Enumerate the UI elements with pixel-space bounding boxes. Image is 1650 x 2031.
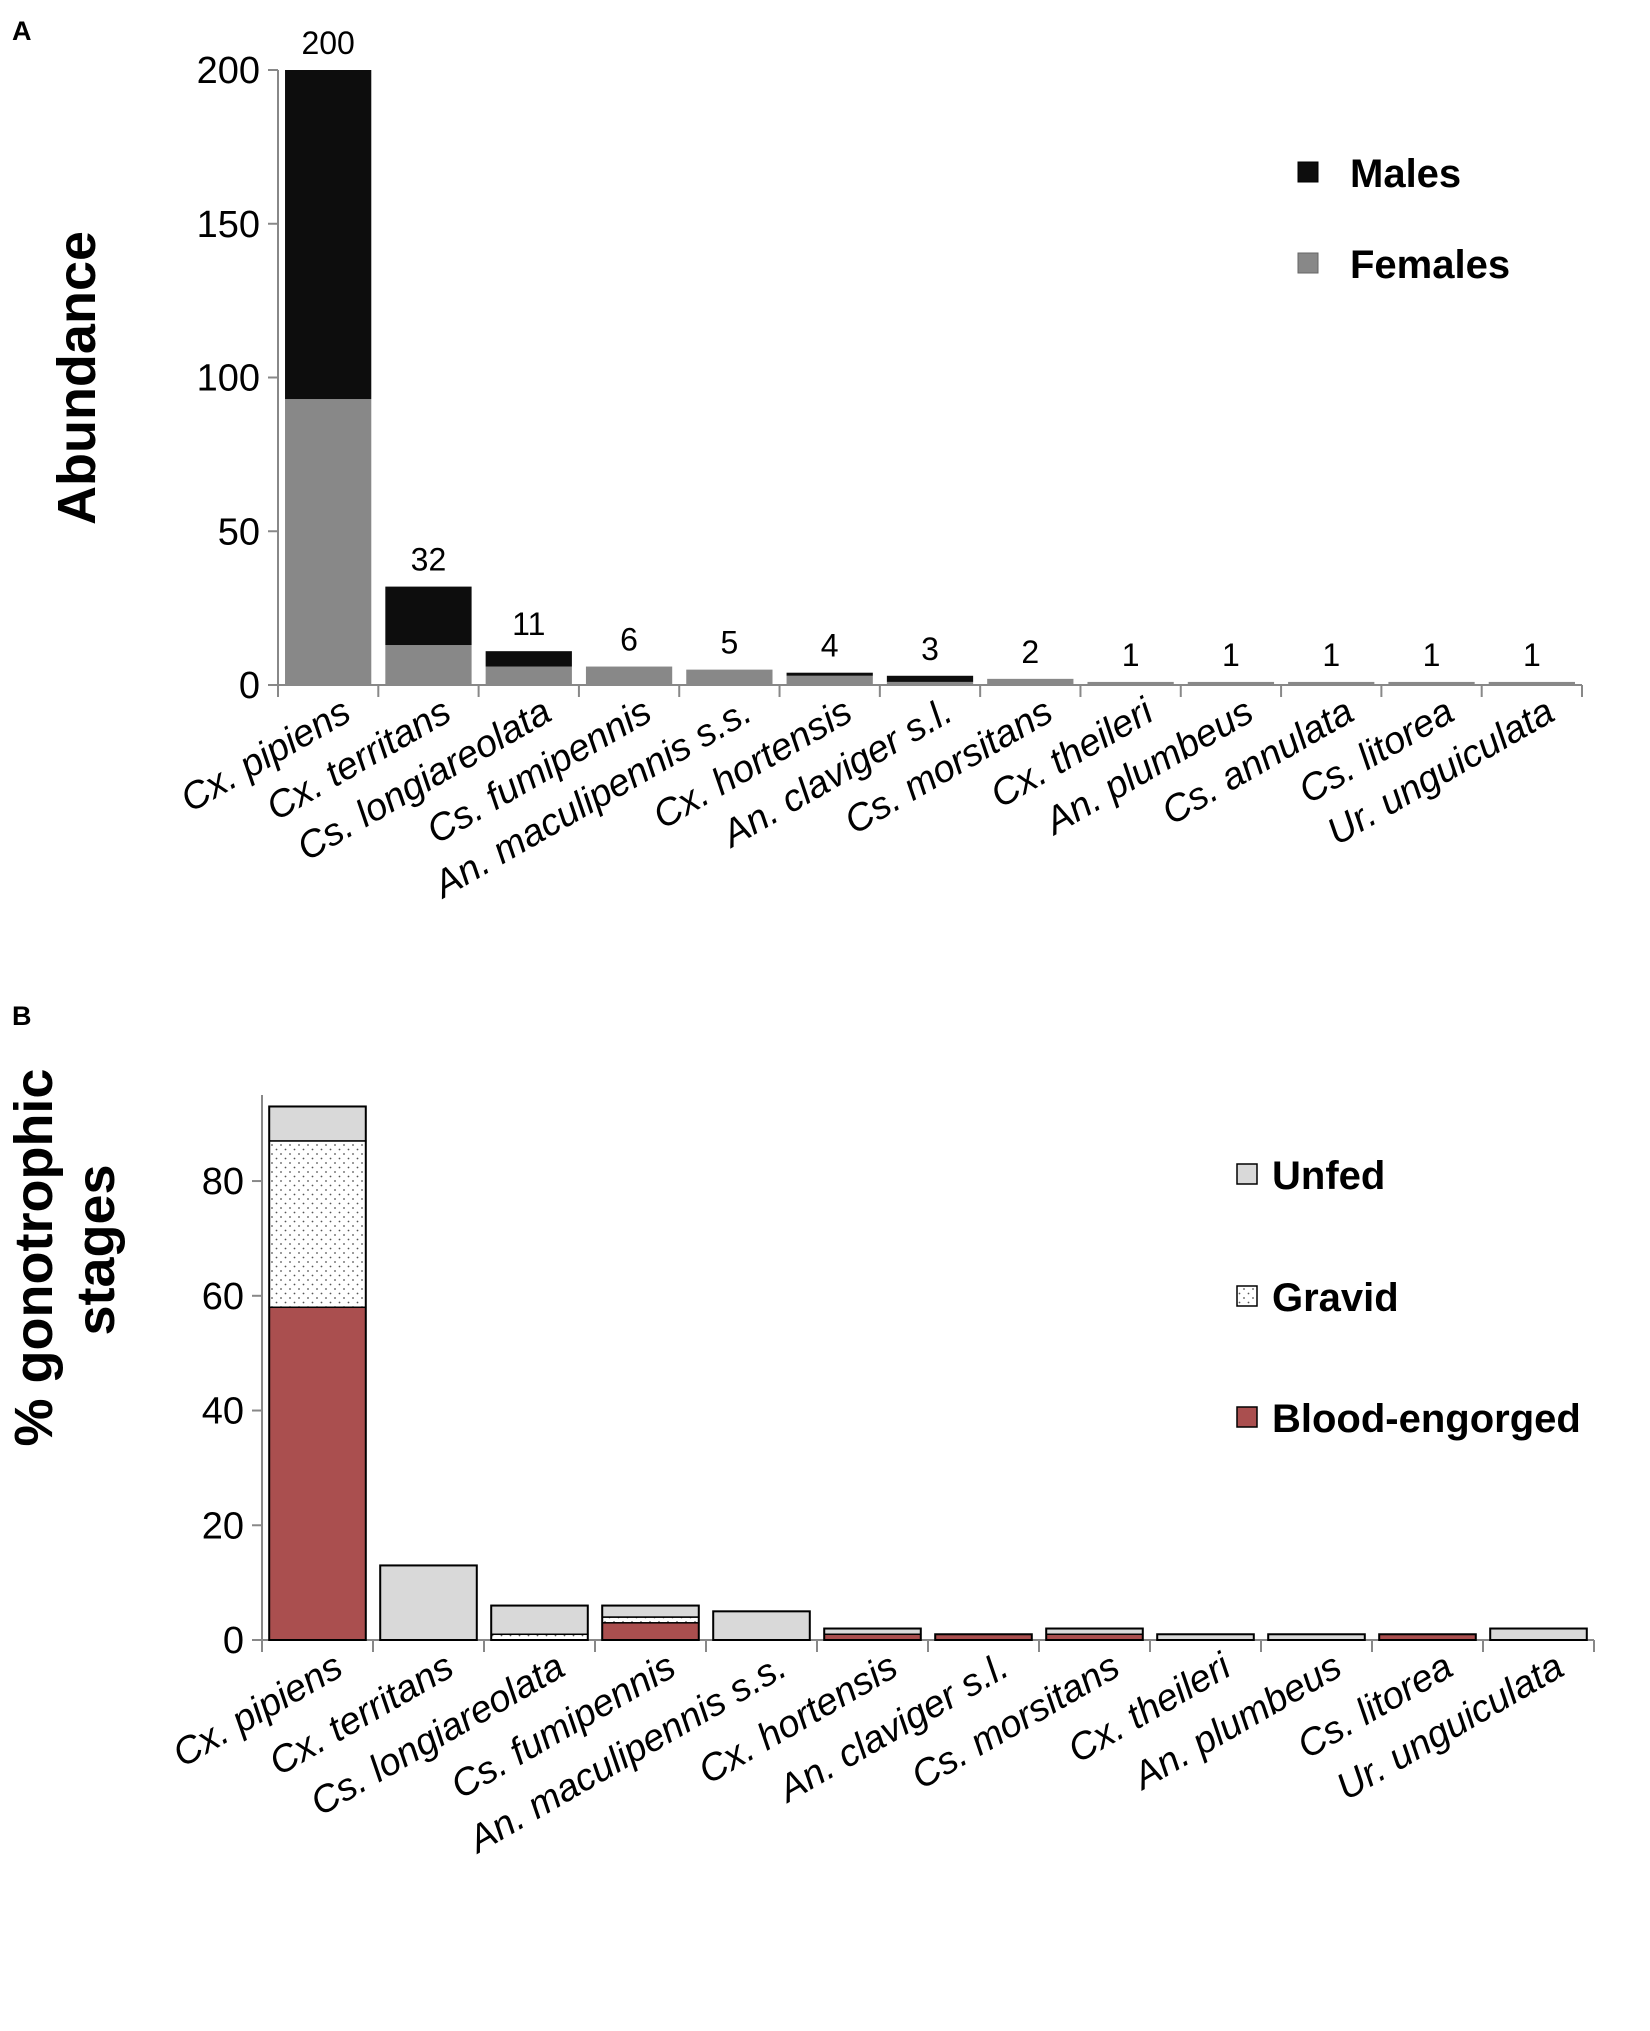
panel-a-bar-females-an-maculipennis-s-s: [686, 669, 773, 685]
panel-b-y-tick-label: 20: [202, 1505, 244, 1547]
legend-swatch-females: [1297, 252, 1319, 274]
panel-a-y-tick-label: 200: [197, 50, 260, 92]
panel-a-y-tick-label: 50: [218, 511, 260, 553]
panel-a-bar-females-an-claviger-s-l: [886, 681, 974, 685]
legend-label-males: Males: [1350, 152, 1461, 196]
panel-a-bar-females-cs-litorea: [1388, 681, 1475, 685]
legend-swatch-unfed: [1236, 1163, 1258, 1185]
panel-a-bar-females-cx-pipiens: [285, 399, 372, 685]
panel-a-bar-females-cx-theileri: [1087, 681, 1174, 685]
panel-b-legend: Unfed Gravid Blood-engorged: [1236, 1154, 1581, 1441]
panel-a-total-label-an-plumbeus: 1: [1222, 637, 1240, 673]
legend-swatch-blood-engorged: [1236, 1406, 1258, 1428]
panel-a-bar-females-cs-morsitans: [987, 678, 1074, 685]
panel-b-bar-outline-an-plumbeus: [1267, 1633, 1366, 1642]
legend-label-unfed: Unfed: [1272, 1154, 1385, 1198]
legend-label-gravid: Gravid: [1272, 1276, 1399, 1320]
panel-a-y-tick-label: 0: [239, 665, 260, 707]
panel-b-y-tick-label: 60: [202, 1276, 244, 1318]
panel-b-y-axis-title: % gonotrophic stages: [4, 1054, 126, 1447]
panel-a-total-label-cs-longiareolata: 11: [512, 606, 545, 642]
panel-b-bar-unfed-ur-unguiculata: [1489, 1627, 1588, 1641]
panel-b-bar-outline-cs-longiareolata: [490, 1604, 589, 1642]
panel-b-y-tick-label: 0: [223, 1620, 244, 1662]
panel-b-bar-outline-an-maculipennis-s-s: [712, 1610, 811, 1642]
panel-a-bar-females-cx-territans: [385, 645, 472, 685]
panel-b-bar-outline-cs-morsitans: [1045, 1627, 1144, 1642]
panel-b-y-axis-title-line-1: % gonotrophic: [4, 1069, 64, 1447]
panel-a-bar-females-cx-hortensis: [786, 675, 873, 685]
panel-a-bar-males-cs-longiareolata: [485, 651, 572, 667]
panel-b-bar-gravid-cs-fumipennis: [601, 1616, 700, 1624]
panel-a-total-label-cx-hortensis: 4: [821, 628, 839, 664]
panel-a-y-tick-label: 100: [197, 358, 260, 400]
panel-b-bar-unfed-cx-pipiens: [268, 1105, 367, 1142]
panel-a-letter: A: [12, 16, 32, 46]
panel-b-bar-outline-an-claviger-s-l: [934, 1633, 1033, 1642]
legend-swatch-gravid: [1236, 1285, 1258, 1307]
panel-b-bar-unfed-cs-longiareolata: [490, 1604, 589, 1636]
panel-a-y-tick-label: 150: [197, 204, 260, 246]
panel-a-y-axis-title: Abundance: [47, 231, 107, 525]
panel-b-bar-unfed-cx-territans: [379, 1564, 478, 1641]
panel-a-bar-males-an-claviger-s-l: [886, 675, 974, 682]
panel-a-total-label-cs-fumipennis: 6: [620, 622, 638, 658]
panel-b-bars: [268, 1105, 1588, 1642]
panel-a-total-label-ur-unguiculata: 1: [1523, 637, 1541, 673]
panel-b-bar-outline-cs-litorea: [1378, 1633, 1477, 1642]
panel-b-bar-outline-cs-fumipennis: [601, 1604, 700, 1642]
panel-a-bar-females-an-plumbeus: [1187, 681, 1275, 685]
panel-a-total-label-cx-territans: 32: [411, 542, 447, 578]
panel-b-y-tick-label: 80: [202, 1161, 244, 1203]
panel-a-bar-males-cx-territans: [385, 586, 472, 646]
panel-a-bar-females-ur-unguiculata: [1488, 681, 1575, 685]
panel-b-y-tick-label: 40: [202, 1391, 244, 1433]
panel-a-legend: Males Females: [1297, 152, 1510, 287]
panel-a-total-label-cs-litorea: 1: [1423, 637, 1441, 673]
legend-swatch-males: [1297, 161, 1319, 183]
panel-b-bar-outline-ur-unguiculata: [1489, 1627, 1588, 1642]
panel-a-total-label-an-claviger-s-l: 3: [921, 631, 939, 667]
panel-b-bar-outline-cx-territans: [379, 1564, 478, 1641]
panel-b-letter: B: [12, 1001, 32, 1031]
panel-b-bar-unfed-cs-fumipennis: [601, 1604, 700, 1618]
panel-a-total-label-cx-theileri: 1: [1122, 637, 1140, 673]
panel-b-axes: [252, 1095, 1595, 1652]
panel-b-bar-blood-engorged-cs-fumipennis: [601, 1622, 700, 1641]
panel-a-total-label-cs-morsitans: 2: [1021, 634, 1039, 670]
legend-label-blood-engorged: Blood-engorged: [1272, 1397, 1581, 1441]
panel-a-bar-males-cx-hortensis: [786, 672, 873, 676]
panel-b-bar-outline-cx-theileri: [1156, 1633, 1255, 1642]
panel-b-bar-outline-cx-pipiens: [268, 1105, 367, 1641]
legend-label-females: Females: [1350, 243, 1510, 287]
panel-a-bar-females-cs-annulata: [1288, 681, 1375, 685]
panel-a-bar-females-cs-longiareolata: [485, 666, 572, 685]
panel-a-total-label-cx-pipiens: 200: [301, 25, 354, 61]
panel-a-bar-males-cx-pipiens: [285, 70, 372, 400]
panel-a-total-label-cs-annulata: 1: [1322, 637, 1340, 673]
panel-b-bar-unfed-an-maculipennis-s-s: [712, 1610, 811, 1641]
panel-b-bar-gravid-cx-pipiens: [268, 1140, 367, 1309]
panel-b-bar-blood-engorged-cx-pipiens: [268, 1306, 367, 1641]
panel-a-total-label-an-maculipennis-s-s: 5: [720, 625, 738, 661]
panel-a-bar-females-cs-fumipennis: [585, 666, 673, 685]
panel-b-bar-outline-cx-hortensis: [823, 1627, 922, 1642]
panel-b-y-axis-title-line-2: stages: [66, 1164, 126, 1335]
panel-a-bars: [285, 70, 1575, 685]
